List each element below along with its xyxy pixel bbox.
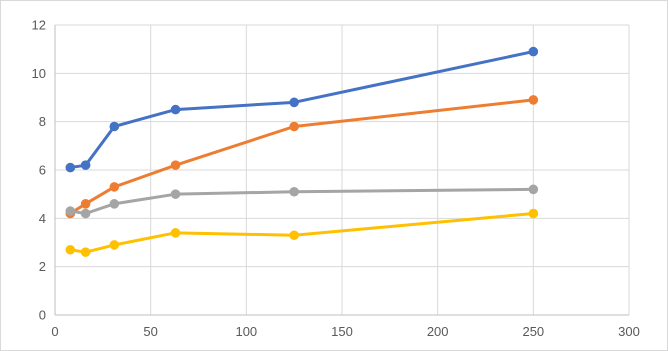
y-tick-label: 2 <box>39 259 46 274</box>
series-3 <box>65 184 539 219</box>
data-point <box>80 247 91 257</box>
data-point <box>170 104 181 115</box>
series-1 <box>65 46 539 173</box>
x-tick-label: 150 <box>331 324 353 339</box>
data-point <box>528 95 539 105</box>
x-tick-label: 200 <box>427 324 449 339</box>
y-tick-label: 8 <box>39 114 46 129</box>
axes: 0 2 4 6 8 10 12 0 50 100 150 200 250 300 <box>32 18 640 340</box>
data-point <box>289 97 299 108</box>
data-point <box>109 199 120 209</box>
data-point <box>289 230 299 241</box>
data-point <box>65 162 76 173</box>
data-point <box>80 208 91 219</box>
data-point <box>109 240 120 250</box>
y-tick-label: 10 <box>32 66 46 81</box>
data-point <box>109 121 120 132</box>
data-point <box>170 189 181 199</box>
y-tick-label: 6 <box>39 163 46 178</box>
y-tick-label: 4 <box>39 211 46 226</box>
series-line <box>68 212 535 254</box>
data-point <box>289 186 299 197</box>
data-point <box>289 121 299 132</box>
y-tick-label: 0 <box>39 308 46 323</box>
data-series <box>65 46 539 257</box>
x-tick-label: 0 <box>51 324 58 339</box>
data-point <box>80 199 91 209</box>
data-point <box>528 184 539 195</box>
series-line <box>68 98 535 215</box>
data-point <box>528 208 539 219</box>
x-tick-label: 300 <box>618 324 640 339</box>
data-point <box>65 206 76 216</box>
series-line <box>68 50 535 170</box>
series-4 <box>65 208 539 257</box>
series-line <box>68 187 535 215</box>
x-tick-label: 50 <box>143 324 157 339</box>
data-point <box>80 160 91 170</box>
x-tick-label: 250 <box>522 324 544 339</box>
data-point <box>170 228 181 238</box>
data-point <box>170 160 181 170</box>
data-point <box>528 46 539 57</box>
data-point <box>109 182 120 192</box>
x-tick-label: 100 <box>235 324 257 339</box>
y-tick-label: 12 <box>32 18 46 33</box>
data-point <box>65 244 76 255</box>
gridlines <box>55 24 630 315</box>
